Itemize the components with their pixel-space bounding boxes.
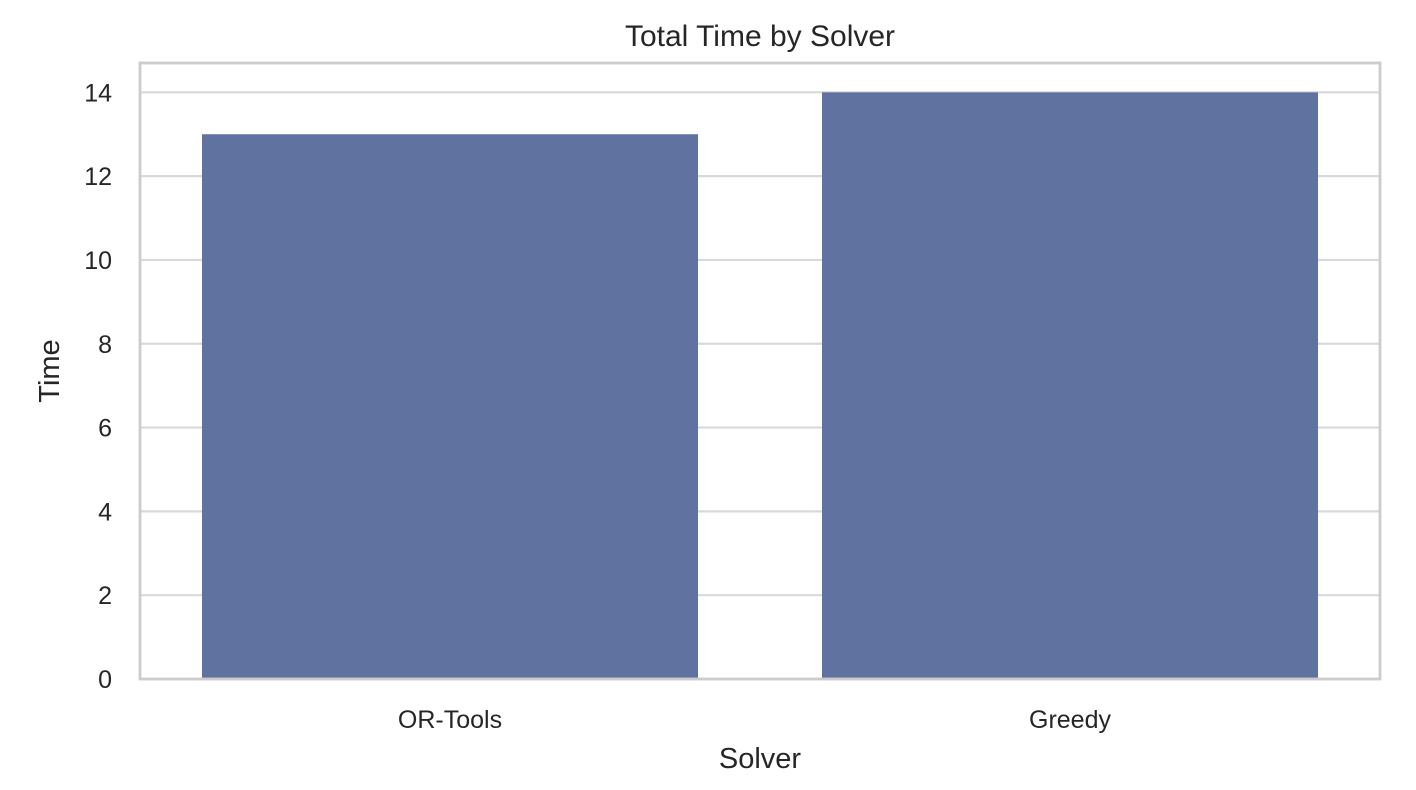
plot-frame [138, 61, 1382, 681]
y-tick-label: 10 [84, 247, 112, 275]
y-tick-label: 8 [98, 331, 112, 359]
y-tick-label: 6 [98, 415, 112, 443]
y-tick-label: 0 [98, 666, 112, 694]
y-tick-label: 4 [98, 498, 112, 526]
bar-or-tools [202, 134, 698, 679]
x-tick-label: Greedy [1029, 706, 1111, 734]
x-axis-label: Solver [719, 743, 802, 775]
y-axis-label: Time [34, 339, 66, 402]
y-tick-label: 14 [84, 79, 112, 107]
y-tick-label: 12 [84, 163, 112, 191]
bar-greedy [822, 92, 1318, 680]
bars [202, 92, 1318, 680]
chart-title: Total Time by Solver [625, 20, 895, 53]
x-tick-label: OR-Tools [398, 706, 502, 734]
y-tick-labels: 0 2 4 6 8 10 12 14 [84, 79, 112, 694]
x-tick-labels: OR-Tools Greedy [398, 706, 1112, 734]
y-tick-label: 2 [98, 582, 112, 610]
